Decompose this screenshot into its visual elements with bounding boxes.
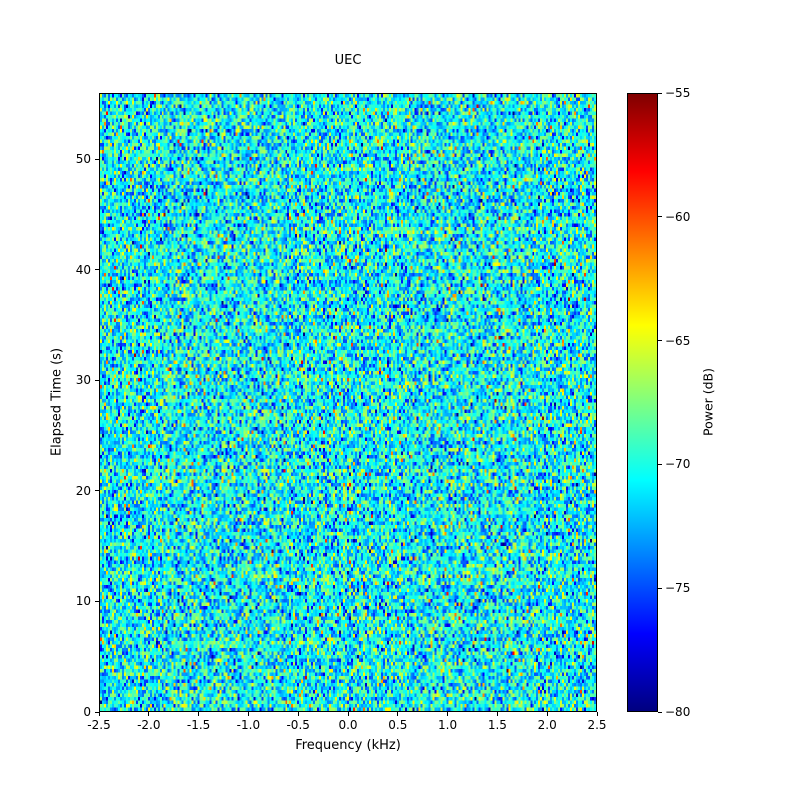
x-tick-label: 0.0: [338, 718, 358, 732]
x-tick-mark: [596, 712, 598, 716]
colorbar-tick-mark: [658, 92, 662, 94]
y-tick-mark: [95, 490, 99, 492]
y-tick-mark: [95, 600, 99, 602]
plot-axes: [99, 93, 597, 712]
colorbar-tick-label: −65: [665, 333, 691, 348]
colorbar-tick-mark: [658, 463, 662, 465]
colorbar-tick-label: −75: [665, 581, 691, 596]
x-tick-mark: [347, 712, 349, 716]
x-tick-mark: [447, 712, 449, 716]
colorbar-tick-mark: [658, 711, 662, 713]
x-tick-mark: [546, 712, 548, 716]
colorbar-tick-mark: [658, 587, 662, 589]
y-tick-label: 40: [75, 262, 91, 277]
y-tick-label: 50: [75, 152, 91, 167]
x-axis-label: Frequency (kHz): [295, 738, 401, 753]
colorbar-tick-mark: [658, 216, 662, 218]
y-tick-label: 30: [75, 373, 91, 388]
colorbar: [627, 93, 658, 712]
x-tick-label: 1.0: [438, 718, 458, 732]
x-tick-mark: [247, 712, 249, 716]
x-tick-label: -1.5: [186, 718, 211, 732]
x-tick-label: 2.0: [537, 718, 557, 732]
x-tick-label: -0.5: [286, 718, 310, 732]
colorbar-tick-label: −55: [665, 86, 691, 100]
x-tick-label: -1.0: [236, 718, 261, 732]
spectrogram-heatmap: [100, 94, 596, 711]
x-tick-mark: [496, 712, 498, 716]
y-tick-mark: [95, 158, 99, 160]
plot-title: UEC: [334, 53, 362, 68]
x-tick-mark: [297, 712, 299, 716]
x-tick-mark: [148, 712, 150, 716]
y-tick-mark: [95, 711, 99, 713]
x-tick-label: -2.5: [87, 718, 111, 732]
y-tick-mark: [95, 269, 99, 271]
x-tick-label: 1.5: [487, 718, 507, 732]
y-axis-label: Elapsed Time (s): [49, 347, 65, 457]
x-tick-label: 0.5: [388, 718, 408, 732]
colorbar-label: Power (dB): [700, 367, 716, 437]
colorbar-tick-label: −60: [665, 209, 691, 224]
x-tick-mark: [98, 712, 100, 716]
x-tick-label: 2.5: [587, 718, 607, 732]
x-tick-mark: [397, 712, 399, 716]
colorbar-tick-label: −70: [665, 457, 691, 472]
colorbar-tick-label: −80: [665, 705, 691, 719]
x-tick-mark: [198, 712, 200, 716]
y-tick-mark: [95, 379, 99, 381]
x-tick-label: -2.0: [137, 718, 161, 732]
y-tick-label: 0: [83, 705, 91, 719]
y-tick-label: 10: [75, 594, 91, 609]
y-tick-label: 20: [75, 483, 91, 498]
colorbar-tick-mark: [658, 340, 662, 342]
